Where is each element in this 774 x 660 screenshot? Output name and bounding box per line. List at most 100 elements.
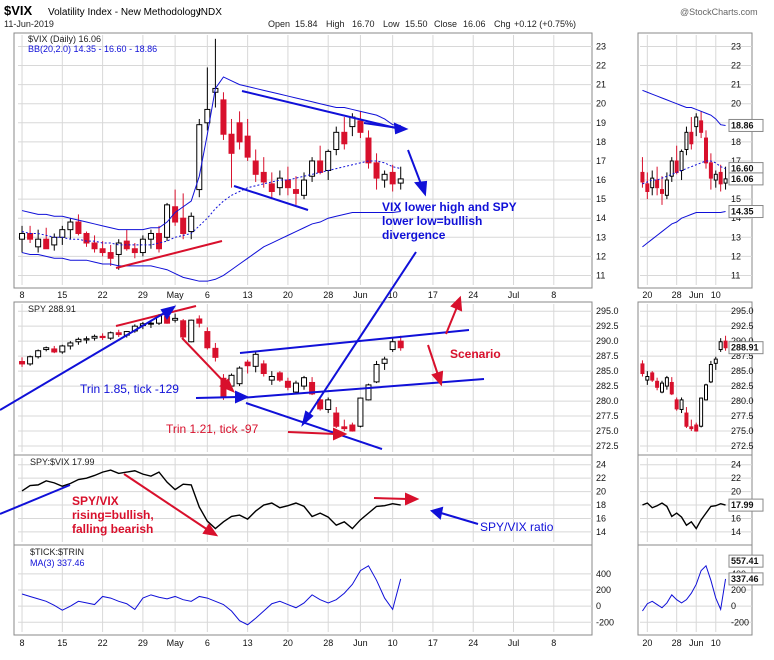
y-tick-label: 20 bbox=[596, 99, 606, 109]
spy-candle-body bbox=[188, 319, 195, 343]
value-tag: 16.60 bbox=[731, 164, 754, 174]
spy-zoom-candle-body bbox=[694, 424, 699, 432]
spy-zoom-candle-body bbox=[684, 412, 689, 427]
vix-zoom-candle-body bbox=[723, 178, 728, 184]
spy-zoom-candle-body bbox=[640, 363, 645, 375]
zoom-y-tick-label: 17 bbox=[731, 156, 741, 166]
x-tick-label: Jul bbox=[508, 638, 520, 648]
ohlc-close-label: Close bbox=[434, 19, 457, 29]
zoom-y-tick-label: 18 bbox=[731, 137, 741, 147]
vix-candle-body bbox=[75, 221, 82, 234]
x-tick-label: 17 bbox=[428, 290, 438, 300]
vix-candle-body bbox=[244, 135, 251, 158]
vix-candle-body bbox=[115, 242, 122, 255]
vix-candle-body bbox=[43, 238, 50, 250]
vix-zoom-candle-body bbox=[669, 160, 674, 177]
x-tick-label: 8 bbox=[20, 290, 25, 300]
x-tick-label: 20 bbox=[283, 638, 293, 648]
y-tick-label: 18 bbox=[596, 500, 606, 510]
spy-zoom-candle-body bbox=[669, 381, 674, 395]
bb-lower-band bbox=[21, 211, 401, 282]
spy-candle-body bbox=[292, 382, 299, 393]
vix-zoom-candle-body bbox=[704, 137, 708, 164]
spy-zoom-candle-body bbox=[660, 382, 664, 393]
y-tick-label: 21 bbox=[596, 80, 606, 90]
arrow-blue-diagonal bbox=[301, 251, 417, 427]
spy-candle-body bbox=[115, 332, 122, 336]
spy-zoom-candle-body bbox=[704, 384, 708, 401]
y-tick-label: 292.5 bbox=[596, 321, 619, 331]
y-tick-label: 285.0 bbox=[596, 366, 619, 376]
spy-zoom-candle-body bbox=[708, 364, 713, 383]
y-tick-label: 14 bbox=[596, 213, 606, 223]
x-tick-label: 24 bbox=[468, 290, 478, 300]
y-tick-label: 15 bbox=[596, 194, 606, 204]
y-tick-label: 14 bbox=[596, 527, 606, 537]
spy-candle-body bbox=[35, 350, 42, 358]
y-tick-label: 16 bbox=[596, 513, 606, 523]
spy-candle-body bbox=[381, 358, 388, 364]
spy-candle-body bbox=[83, 338, 90, 341]
vix-candle-body bbox=[204, 108, 211, 124]
x-tick-label: May bbox=[167, 290, 185, 300]
x-tick-label: 28 bbox=[323, 638, 333, 648]
zoom-x-tick-label: 10 bbox=[711, 638, 721, 648]
zoom-y-tick-label: 275.0 bbox=[731, 426, 754, 436]
spy-zoom-candle-body bbox=[718, 341, 723, 351]
spy-zoom-candle-body bbox=[674, 399, 679, 410]
value-tag-box bbox=[728, 498, 764, 512]
vix-candle-body bbox=[236, 122, 243, 143]
vix-zoom-candle-body bbox=[640, 171, 645, 183]
value-tag-box bbox=[728, 118, 764, 132]
value-tag: 288.91 bbox=[731, 343, 759, 353]
zoom-x-tick-label: 20 bbox=[642, 638, 652, 648]
ohlc-open: 15.84 bbox=[295, 19, 318, 29]
bb-mid-band bbox=[21, 160, 401, 246]
vix-legend: $VIX (Daily) 16.06 bbox=[28, 34, 101, 44]
x-tick-label: Jul bbox=[508, 290, 520, 300]
ma-legend: MA(3) 337.46 bbox=[30, 558, 85, 568]
spy-candle-body bbox=[268, 376, 275, 381]
spy-zoom-candle-body bbox=[723, 340, 728, 349]
vix-candle-body bbox=[341, 131, 348, 145]
vix-candle-body bbox=[397, 178, 404, 184]
zoom-x-tick-label: 20 bbox=[642, 290, 652, 300]
value-tag: 337.46 bbox=[731, 574, 759, 584]
annotation-arrows bbox=[0, 122, 479, 537]
x-tick-label: 10 bbox=[388, 638, 398, 648]
spy-candle-body bbox=[373, 364, 380, 383]
ratio-line bbox=[21, 469, 401, 530]
chart-name: Volatility Index - New Methodology bbox=[48, 7, 201, 18]
zoom-y-tick-label: 16 bbox=[731, 513, 741, 523]
vix-candle-body bbox=[156, 232, 162, 250]
spy-zoom-candle-body bbox=[645, 376, 650, 381]
spy-red-trendline bbox=[115, 305, 197, 327]
x-tick-label: 6 bbox=[205, 290, 210, 300]
vix-candle-body bbox=[381, 173, 388, 181]
vix-candle-body bbox=[276, 177, 283, 189]
vix-candle-body bbox=[317, 160, 324, 173]
spy-candle-body bbox=[397, 340, 404, 349]
value-tag: 17.99 bbox=[731, 500, 754, 510]
x-tick-label: 15 bbox=[57, 638, 67, 648]
zoom-y-tick-label: 21 bbox=[731, 80, 741, 90]
vix-upper-trendline bbox=[241, 90, 401, 130]
bb-upper-band bbox=[21, 76, 401, 231]
y-tick-label: 18 bbox=[596, 137, 606, 147]
zoom-y-tick-label: 13 bbox=[731, 232, 741, 242]
y-tick-label: 22 bbox=[596, 473, 606, 483]
annotation-trin-blue: Trin 1.85, tick -129 bbox=[80, 382, 179, 396]
x-tick-label: 20 bbox=[283, 290, 293, 300]
arrow-red-low bbox=[287, 427, 348, 441]
annotation-lines bbox=[0, 90, 485, 515]
spy-lower-channel bbox=[239, 378, 485, 399]
value-tag: 18.86 bbox=[731, 120, 754, 130]
arrow-ratio-red-small bbox=[373, 492, 420, 506]
vix-candle-body bbox=[260, 171, 267, 183]
y-tick-label: 280.0 bbox=[596, 396, 619, 406]
vix-zoom-candle-body bbox=[660, 189, 664, 194]
annotation-ratio-blue: SPY/VIX ratio bbox=[480, 520, 554, 534]
x-tick-label: 22 bbox=[98, 290, 108, 300]
spy-zoom-candle-body bbox=[689, 426, 694, 430]
vix-candle-body bbox=[196, 124, 203, 191]
